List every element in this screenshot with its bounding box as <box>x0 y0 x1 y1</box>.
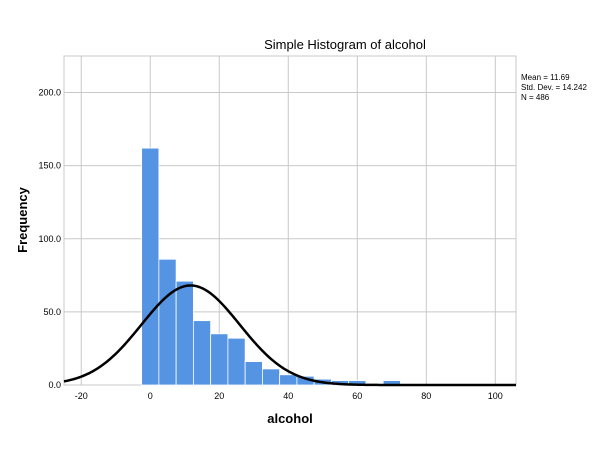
x-tick-label: 60 <box>352 391 362 401</box>
y-tick-label: 200.0 <box>38 88 61 98</box>
x-tick-label: 100 <box>488 391 503 401</box>
histogram-bar <box>158 258 177 386</box>
y-tick-label: 50.0 <box>43 307 61 317</box>
histogram-bar <box>244 361 263 386</box>
x-tick-label: -20 <box>75 391 88 401</box>
x-axis-title: alcohol <box>267 411 313 426</box>
y-tick-label: 150.0 <box>38 161 61 171</box>
x-tick-label: 20 <box>214 391 224 401</box>
x-tick-label: 0 <box>148 391 153 401</box>
stat-std-dev: Std. Dev. = 14.242 <box>521 83 587 92</box>
histogram-bars <box>141 147 401 386</box>
normal-curve <box>63 284 516 387</box>
grid <box>64 56 516 386</box>
histogram-bar <box>227 337 246 386</box>
histogram-bar <box>175 280 194 386</box>
x-axis-ticks: -20 0 20 40 60 80 100 <box>75 391 503 401</box>
y-axis-ticks: 0.0 50.0 100.0 150.0 200.0 <box>38 88 61 390</box>
histogram-bar <box>210 333 229 386</box>
y-axis-title: Frequency <box>15 186 30 253</box>
histogram-bar <box>279 374 298 386</box>
histogram-bar <box>141 147 160 386</box>
y-tick-label: 0.0 <box>48 380 61 390</box>
stat-n: N = 486 <box>521 93 550 102</box>
x-tick-label: 80 <box>421 391 431 401</box>
x-tick-label: 40 <box>283 391 293 401</box>
histogram-bar <box>192 320 212 386</box>
stat-mean: Mean = 11.69 <box>521 73 570 82</box>
chart-title: Simple Histogram of alcohol <box>264 37 426 52</box>
histogram-bar <box>261 368 281 386</box>
y-tick-label: 100.0 <box>38 234 61 244</box>
